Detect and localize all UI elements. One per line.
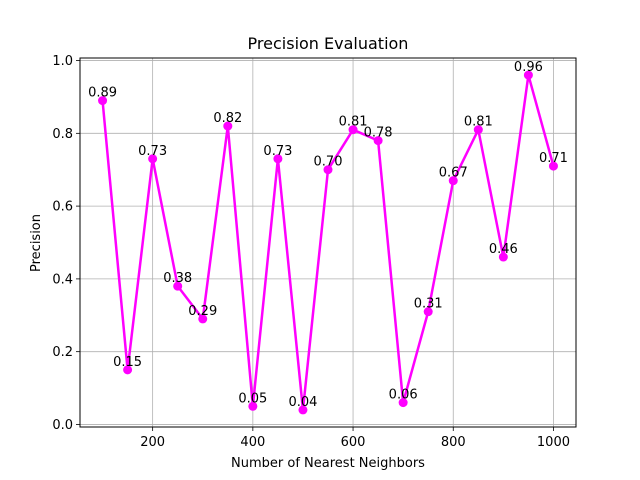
data-label: 0.05	[238, 391, 267, 406]
data-labels: 0.89 0.15 0.73 0.38 0.29 0.82 0.05 0.73 0.04 0.70…	[88, 60, 568, 410]
grid-lines	[80, 58, 576, 427]
data-label: 0.96	[514, 60, 543, 75]
y-axis-title: Precision	[29, 214, 44, 272]
x-axis-title: Number of Nearest Neighbors	[231, 456, 425, 471]
data-point	[448, 176, 458, 186]
data-label: 0.89	[88, 86, 117, 101]
data-point	[523, 70, 533, 80]
data-label: 0.81	[339, 115, 368, 130]
data-label: 0.82	[213, 111, 242, 126]
data-label: 0.70	[314, 155, 343, 170]
x-axis-ticks: 200 400 600 800 1000	[140, 427, 570, 450]
data-point	[323, 165, 333, 175]
y-tick-label: 1.0	[52, 54, 73, 69]
data-point	[198, 314, 208, 324]
data-point	[548, 161, 558, 171]
y-tick-label: 0.2	[52, 345, 73, 360]
y-tick-label: 0.8	[52, 127, 73, 142]
data-label: 0.78	[364, 126, 393, 141]
data-point	[498, 252, 508, 262]
data-label: 0.67	[439, 166, 468, 181]
data-point	[98, 96, 108, 106]
x-tick-label: 800	[441, 435, 466, 450]
data-label: 0.46	[489, 242, 518, 257]
data-label: 0.29	[188, 304, 217, 319]
x-tick-label: 200	[140, 435, 165, 450]
data-point	[298, 405, 308, 415]
data-label: 0.73	[138, 144, 167, 159]
data-label: 0.31	[414, 297, 443, 312]
x-tick-label: 1000	[537, 435, 570, 450]
data-point	[398, 398, 408, 408]
data-label: 0.73	[263, 144, 292, 159]
data-label: 0.81	[464, 115, 493, 130]
data-point	[123, 365, 133, 375]
series-group	[98, 70, 558, 415]
data-point	[173, 281, 183, 291]
x-tick-label: 600	[341, 435, 366, 450]
data-label: 0.04	[288, 395, 317, 410]
data-label: 0.71	[539, 151, 568, 166]
y-tick-label: 0.4	[52, 272, 73, 287]
y-axis-ticks: 0.0 0.2 0.4 0.6 0.8 1.0	[52, 54, 80, 433]
data-label: 0.15	[113, 355, 142, 370]
data-point	[223, 121, 233, 131]
y-tick-label: 0.6	[52, 200, 73, 215]
data-point	[423, 307, 433, 317]
data-point	[148, 154, 158, 164]
y-tick-label: 0.0	[52, 418, 73, 433]
data-point	[348, 125, 358, 135]
plot-frame	[79, 57, 577, 428]
data-point	[273, 154, 283, 164]
data-label: 0.38	[163, 271, 192, 286]
data-point	[373, 136, 383, 146]
data-point	[248, 401, 258, 411]
data-point	[473, 125, 483, 135]
chart-title: Precision Evaluation	[248, 34, 409, 53]
x-tick-label: 400	[240, 435, 265, 450]
data-label: 0.06	[389, 388, 418, 403]
